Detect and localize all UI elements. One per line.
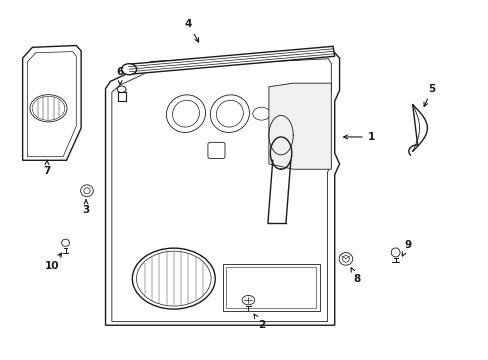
Polygon shape xyxy=(222,264,320,311)
Polygon shape xyxy=(22,45,81,160)
Circle shape xyxy=(252,107,270,120)
Text: 5: 5 xyxy=(423,84,435,107)
Text: 8: 8 xyxy=(350,268,360,284)
Polygon shape xyxy=(268,83,330,169)
Circle shape xyxy=(122,64,136,75)
Text: 1: 1 xyxy=(343,132,374,142)
Text: 3: 3 xyxy=(82,200,89,216)
Ellipse shape xyxy=(390,248,399,257)
Circle shape xyxy=(242,296,254,305)
Polygon shape xyxy=(128,46,334,74)
Ellipse shape xyxy=(61,239,69,246)
Ellipse shape xyxy=(210,95,249,132)
Circle shape xyxy=(30,95,67,122)
Text: 7: 7 xyxy=(43,160,51,176)
Ellipse shape xyxy=(166,95,205,132)
Text: 2: 2 xyxy=(254,314,264,330)
Text: 10: 10 xyxy=(44,253,61,271)
Circle shape xyxy=(132,248,215,309)
Ellipse shape xyxy=(81,185,93,197)
Ellipse shape xyxy=(338,253,352,265)
Text: 6: 6 xyxy=(116,67,123,85)
Text: 4: 4 xyxy=(184,19,198,42)
Text: 9: 9 xyxy=(402,239,410,256)
